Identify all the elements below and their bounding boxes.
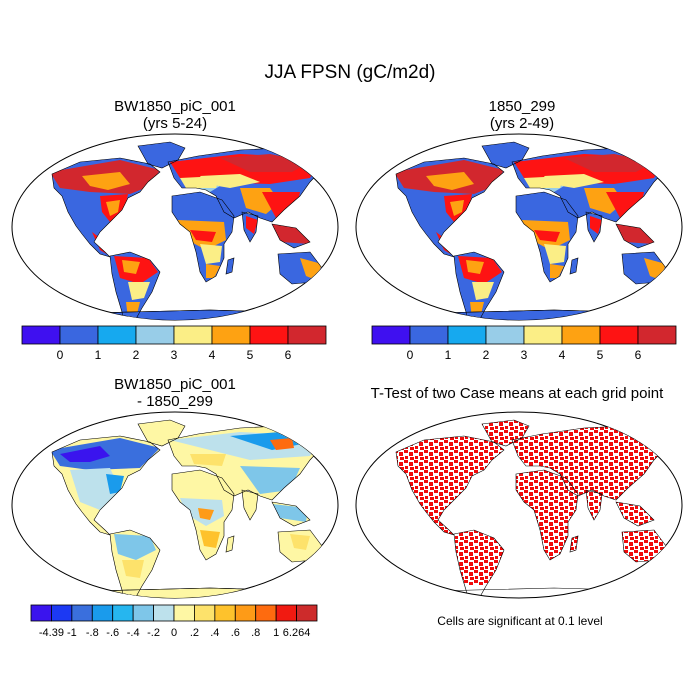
- panel-title-case1-line2: (yrs 5-24): [142, 115, 208, 132]
- colorbar-case2-swatch-2: [447, 325, 487, 345]
- colorbar-diff-swatch-11: [255, 604, 277, 622]
- colorbar-diff-tick-label: -1: [67, 627, 77, 639]
- colorbar-diff-tick-label: .2: [190, 627, 199, 639]
- colorbar-case1-swatch-2: [97, 325, 137, 345]
- colorbar-diff-tick-label: -.2: [147, 627, 160, 639]
- colorbar-case1-tick-label: 5: [247, 348, 254, 362]
- colorbar-case1-swatch-0: [21, 325, 61, 345]
- map-panel-ttest: [355, 411, 683, 599]
- colorbar-diff-swatch-5: [132, 604, 154, 622]
- panel-title-diff-line2: - 1850_299: [137, 393, 213, 410]
- colorbar-diff-swatch-6: [153, 604, 175, 622]
- significance-note: Cells are significant at 0.1 level: [437, 614, 603, 628]
- colorbar-case2-swatch-3: [485, 325, 525, 345]
- colorbar-case1-tick-label: 3: [171, 348, 178, 362]
- colorbar-diff-tick-label: 6.264: [283, 627, 311, 639]
- colorbar-diff: -4.39 -1 -.8 -.6 -.4 -.2 0 .2 .4 .6 .8 1 6.264: [30, 604, 318, 639]
- colorbar-diff-swatch-10: [234, 604, 257, 622]
- colorbar-case1-tick-label: 1: [95, 348, 102, 362]
- colorbar-case1-swatch-7: [287, 325, 327, 345]
- colorbar-diff-tick-label: -.4: [127, 627, 140, 639]
- colorbar-case1-tick-label: 4: [209, 348, 216, 362]
- colorbar-case1: 0 1 2 3 4 5 6: [21, 325, 327, 362]
- colorbar-diff-swatch-4: [112, 604, 134, 622]
- colorbar-diff-tick-label: .4: [210, 627, 219, 639]
- colorbar-diff-swatch-13: [296, 604, 318, 622]
- colorbar-diff-tick-label: 0: [171, 627, 177, 639]
- colorbar-diff-swatch-12: [275, 604, 297, 622]
- colorbar-case1-tick-label: 6: [285, 348, 292, 362]
- panel-title-diff: BW1850_piC_001 - 1850_299: [65, 376, 285, 410]
- colorbar-diff-tick-label: .8: [251, 627, 260, 639]
- colorbar-case2-tick-label: 3: [521, 348, 528, 362]
- colorbar-case1-tick-label: 0: [57, 348, 64, 362]
- colorbar-case2-swatch-0: [371, 325, 411, 345]
- panel-title-case2: 1850_299 (yrs 2-49): [412, 98, 632, 132]
- colorbar-case2-tick-label: 2: [483, 348, 490, 362]
- panel-title-diff-line1: BW1850_piC_001: [114, 376, 236, 393]
- panel-title-case1: BW1850_piC_001 (yrs 5-24): [65, 98, 285, 132]
- colorbar-diff-tick-label: -4.39: [39, 627, 64, 639]
- panel-title-case2-line2: (yrs 2-49): [489, 115, 555, 132]
- colorbar-diff-swatch-1: [51, 604, 73, 622]
- colorbar-diff-swatch-8: [194, 604, 216, 622]
- colorbar-case1-tick-label: 2: [133, 348, 140, 362]
- colorbar-case2-tick-label: 4: [559, 348, 566, 362]
- colorbar-case1-swatch-3: [135, 325, 175, 345]
- colorbar-case1-swatch-5: [211, 325, 251, 345]
- map-panel-case1: [11, 133, 339, 321]
- colorbar-diff-tick-label: .6: [231, 627, 240, 639]
- figure-title: JJA FPSN (gC/m2d): [264, 62, 436, 83]
- colorbar-diff-swatch-2: [71, 604, 93, 622]
- colorbar-case2-swatch-1: [409, 325, 449, 345]
- colorbar-case2-tick-label: 6: [635, 348, 642, 362]
- colorbar-diff-swatch-0: [30, 604, 52, 622]
- panel-title-ttest: T-Test of two Case means at each grid po…: [370, 385, 664, 402]
- colorbar-case2-tick-label: 1: [445, 348, 452, 362]
- colorbar-case2-swatch-6: [599, 325, 639, 345]
- colorbar-case2-swatch-4: [523, 325, 563, 345]
- colorbar-case2-tick-label: 0: [407, 348, 414, 362]
- colorbar-diff-tick-label: 1: [273, 627, 279, 639]
- colorbar-case2-swatch-7: [637, 325, 677, 345]
- colorbar-case2-tick-label: 5: [597, 348, 604, 362]
- colorbar-case1-swatch-1: [59, 325, 99, 345]
- colorbar-case1-swatch-6: [249, 325, 289, 345]
- panel-title-case2-line1: 1850_299: [488, 98, 556, 115]
- colorbar-case2-swatch-5: [561, 325, 601, 345]
- colorbar-case2: 0 1 2 3 4 5 6: [371, 325, 677, 362]
- colorbar-diff-swatch-9: [214, 604, 236, 622]
- colorbar-diff-swatch-7: [173, 604, 195, 622]
- colorbar-diff-swatch-3: [91, 604, 114, 622]
- colorbar-case1-swatch-4: [173, 325, 213, 345]
- colorbar-diff-tick-label: -.8: [86, 627, 99, 639]
- colorbar-diff-tick-label: -.6: [106, 627, 119, 639]
- panel-title-case1-line1: BW1850_piC_001: [114, 98, 236, 115]
- map-panel-diff: [11, 411, 339, 599]
- map-panel-case2: [355, 133, 683, 321]
